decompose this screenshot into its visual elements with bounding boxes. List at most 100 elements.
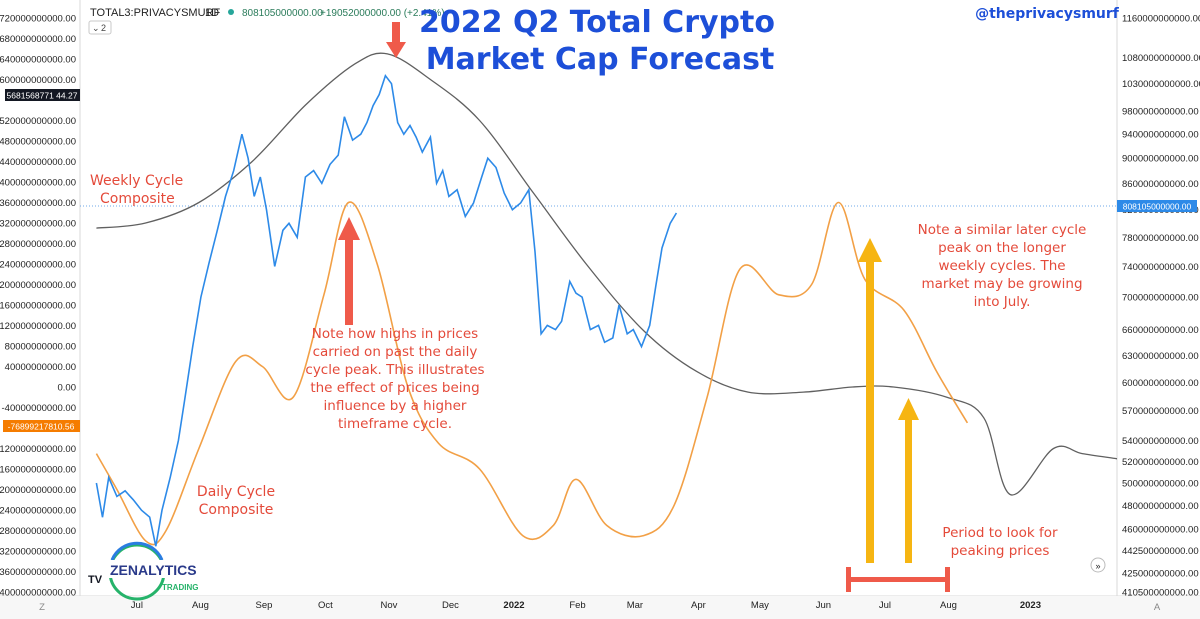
note-right-line-4: market may be growing <box>921 276 1082 292</box>
market-status-icon <box>228 9 234 15</box>
right-tick-label: 630000000000.00 <box>1122 351 1199 362</box>
note-right-line-5: into July. <box>974 294 1031 310</box>
left-bottom-badge <box>3 420 80 432</box>
right-tick-label: 860000000000.00 <box>1122 179 1199 190</box>
period-label-1: Period to look for <box>942 525 1058 541</box>
left-tick-label: 400000000000.00 <box>0 178 76 189</box>
logo-sub-text: TRADING <box>162 583 198 592</box>
right-tick-label: 900000000000.00 <box>1122 154 1199 165</box>
left-tick-label: 440000000000.00 <box>0 157 76 168</box>
left-tick-label: -400000000000.00 <box>0 588 76 599</box>
author-handle: @theprivacysmurf <box>975 6 1120 22</box>
weekly-label-2: Composite <box>100 191 175 207</box>
right-tick-label: 570000000000.00 <box>1122 406 1199 417</box>
note-right-line-3: weekly cycles. The <box>938 258 1065 274</box>
left-bottom-badge-text: -76899217810.56 <box>8 422 75 432</box>
left-tick-label: 520000000000.00 <box>0 116 76 127</box>
left-tick-label: -360000000000.00 <box>0 567 76 578</box>
note-left-line-1: Note how highs in prices <box>312 326 478 342</box>
left-tick-label: -200000000000.00 <box>0 485 76 496</box>
price-line <box>95 74 678 547</box>
chevron-down-icon: ⌄ <box>92 23 100 33</box>
left-tick-label: 640000000000.00 <box>0 55 76 66</box>
time-axis-panel[interactable] <box>0 596 1200 619</box>
note-left: Note how highs in prices carried on past… <box>305 326 484 432</box>
red-up-arrow <box>338 217 360 325</box>
zenalytics-logo: ZENALYTICS TRADING <box>107 541 207 601</box>
logo-brand-text: ZENALYTICS <box>110 562 197 578</box>
left-tick-label: 600000000000.00 <box>0 75 76 86</box>
left-tick-label: 160000000000.00 <box>0 301 76 312</box>
note-left-line-6: timeframe cycle. <box>338 416 452 432</box>
timezone-corner[interactable]: Z <box>39 602 45 613</box>
note-left-line-5: influence by a higher <box>324 398 467 414</box>
daily-cycle-line <box>95 201 969 546</box>
right-tick-label: 540000000000.00 <box>1122 436 1199 447</box>
left-top-badge <box>5 89 80 101</box>
right-tick-label: 500000000000.00 <box>1122 479 1199 490</box>
auto-scale-button[interactable]: A <box>1154 602 1161 613</box>
price-value: 808105000000.00 <box>242 8 323 19</box>
note-left-line-3: cycle peak. This illustrates <box>305 362 484 378</box>
left-tick-label: 720000000000.00 <box>0 14 76 25</box>
right-tick-label: 410500000000.00 <box>1122 588 1199 599</box>
left-axis-ticks: 720000000000.00 680000000000.00 6400000000… <box>0 14 76 599</box>
indicator-count: 2 <box>101 23 106 33</box>
time-tick-label: Mar <box>627 600 643 611</box>
title-line-2: Market Cap Forecast <box>426 42 775 77</box>
note-left-line-2: carried on past the daily <box>313 344 478 360</box>
right-tick-label: 700000000000.00 <box>1122 293 1199 304</box>
time-tick-label: Jul <box>879 600 891 611</box>
left-tick-label: 40000000000.00 <box>5 362 76 373</box>
right-price-badge-text: 808105000000.00 <box>1123 202 1192 212</box>
right-tick-label: 1160000000000.00 <box>1122 14 1200 25</box>
right-axis-ticks: 1160000000000.00 1080000000000.00 10300000… <box>1122 14 1200 599</box>
left-tick-label: -320000000000.00 <box>0 547 76 558</box>
right-tick-label: 740000000000.00 <box>1122 262 1199 273</box>
right-tick-label: 480000000000.00 <box>1122 501 1199 512</box>
left-tick-label: -120000000000.00 <box>0 444 76 455</box>
left-tick-label: 480000000000.00 <box>0 137 76 148</box>
left-tick-label: 240000000000.00 <box>0 260 76 271</box>
left-tick-label: -40000000000.00 <box>2 403 77 414</box>
note-right-line-2: peak on the longer <box>938 240 1066 256</box>
left-tick-label: 360000000000.00 <box>0 198 76 209</box>
left-axis-panel[interactable] <box>0 0 80 619</box>
scroll-right-button[interactable] <box>1090 557 1106 573</box>
price-change: +19052000000.00 (+2.41%) <box>320 8 445 19</box>
right-tick-label: 1080000000000.00 <box>1122 53 1200 64</box>
right-tick-label: 425000000000.00 <box>1122 568 1199 579</box>
left-tick-label: 80000000000.00 <box>5 342 76 353</box>
time-axis-ticks: Jul Aug Sep Oct Nov Dec 2022 Feb Mar Apr May Jun Jul… <box>131 600 1041 611</box>
left-tick-label: 200000000000.00 <box>0 280 76 291</box>
left-tick-label: 120000000000.00 <box>0 321 76 332</box>
left-tick-label: -240000000000.00 <box>0 506 76 517</box>
right-axis-panel[interactable] <box>1117 0 1200 619</box>
left-tick-label: 280000000000.00 <box>0 239 76 250</box>
right-tick-label: 980000000000.00 <box>1122 107 1199 118</box>
right-tick-label: 940000000000.00 <box>1122 130 1199 141</box>
daily-label-1: Daily Cycle <box>197 484 275 500</box>
time-tick-label: 2022 <box>503 600 524 611</box>
time-tick-label: Jun <box>816 600 831 611</box>
time-tick-label: May <box>751 600 769 611</box>
left-tick-label: 0.00 <box>58 383 77 394</box>
time-tick-label: Sep <box>255 600 272 611</box>
right-price-badge <box>1117 200 1197 212</box>
yellow-up-arrow-small <box>898 398 919 563</box>
symbol-label[interactable]: TOTAL3:PRIVACYSMURF <box>90 7 220 19</box>
left-tick-label: 680000000000.00 <box>0 34 76 45</box>
right-tick-label: 600000000000.00 <box>1122 378 1199 389</box>
weekly-cycle-line <box>96 52 1118 496</box>
time-tick-label: Aug <box>940 600 957 611</box>
period-label-2: peaking prices <box>951 543 1050 559</box>
interval-label[interactable]: 1D <box>205 7 219 19</box>
double-arrow-icon: » <box>1095 561 1100 571</box>
time-tick-label: Aug <box>192 600 209 611</box>
indicator-toggle-button[interactable] <box>88 20 112 35</box>
right-tick-label: 780000000000.00 <box>1122 233 1199 244</box>
time-tick-label: 2023 <box>1020 600 1041 611</box>
time-tick-label: Oct <box>318 600 333 611</box>
note-left-line-4: the effect of prices being <box>310 380 479 396</box>
